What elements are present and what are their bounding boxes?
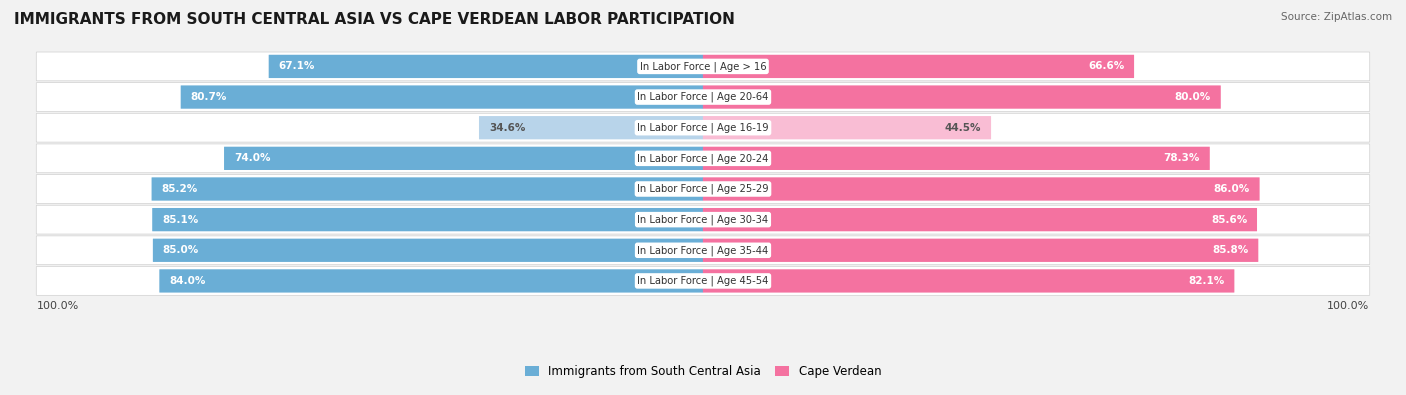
FancyBboxPatch shape	[703, 85, 1220, 109]
Text: IMMIGRANTS FROM SOUTH CENTRAL ASIA VS CAPE VERDEAN LABOR PARTICIPATION: IMMIGRANTS FROM SOUTH CENTRAL ASIA VS CA…	[14, 12, 735, 27]
FancyBboxPatch shape	[37, 267, 1369, 295]
Text: 85.8%: 85.8%	[1212, 245, 1249, 255]
Text: In Labor Force | Age 20-24: In Labor Force | Age 20-24	[637, 153, 769, 164]
FancyBboxPatch shape	[224, 147, 703, 170]
FancyBboxPatch shape	[152, 177, 703, 201]
FancyBboxPatch shape	[703, 177, 1260, 201]
FancyBboxPatch shape	[37, 144, 1369, 173]
Text: 78.3%: 78.3%	[1164, 153, 1199, 164]
FancyBboxPatch shape	[703, 147, 1209, 170]
Text: In Labor Force | Age 45-54: In Labor Force | Age 45-54	[637, 276, 769, 286]
Text: In Labor Force | Age 16-19: In Labor Force | Age 16-19	[637, 122, 769, 133]
Text: 85.6%: 85.6%	[1211, 214, 1247, 225]
FancyBboxPatch shape	[703, 239, 1258, 262]
FancyBboxPatch shape	[703, 269, 1234, 293]
Text: 82.1%: 82.1%	[1188, 276, 1225, 286]
Text: 67.1%: 67.1%	[278, 61, 315, 71]
Text: Source: ZipAtlas.com: Source: ZipAtlas.com	[1281, 12, 1392, 22]
FancyBboxPatch shape	[37, 205, 1369, 234]
FancyBboxPatch shape	[37, 236, 1369, 265]
Text: In Labor Force | Age 30-34: In Labor Force | Age 30-34	[637, 214, 769, 225]
Text: 44.5%: 44.5%	[945, 123, 981, 133]
Text: 84.0%: 84.0%	[169, 276, 205, 286]
FancyBboxPatch shape	[37, 113, 1369, 142]
FancyBboxPatch shape	[181, 85, 703, 109]
FancyBboxPatch shape	[703, 208, 1257, 231]
Text: 66.6%: 66.6%	[1088, 61, 1125, 71]
Text: 85.2%: 85.2%	[162, 184, 198, 194]
FancyBboxPatch shape	[37, 52, 1369, 81]
Legend: Immigrants from South Central Asia, Cape Verdean: Immigrants from South Central Asia, Cape…	[520, 361, 886, 383]
FancyBboxPatch shape	[37, 83, 1369, 111]
FancyBboxPatch shape	[703, 116, 991, 139]
Text: In Labor Force | Age 20-64: In Labor Force | Age 20-64	[637, 92, 769, 102]
FancyBboxPatch shape	[153, 239, 703, 262]
FancyBboxPatch shape	[703, 55, 1135, 78]
FancyBboxPatch shape	[37, 175, 1369, 203]
Text: In Labor Force | Age 25-29: In Labor Force | Age 25-29	[637, 184, 769, 194]
Text: 74.0%: 74.0%	[233, 153, 270, 164]
FancyBboxPatch shape	[269, 55, 703, 78]
Text: 80.0%: 80.0%	[1174, 92, 1211, 102]
Text: 100.0%: 100.0%	[1327, 301, 1369, 311]
Text: 85.1%: 85.1%	[162, 214, 198, 225]
Text: 85.0%: 85.0%	[163, 245, 198, 255]
Text: 100.0%: 100.0%	[37, 301, 79, 311]
FancyBboxPatch shape	[479, 116, 703, 139]
Text: In Labor Force | Age > 16: In Labor Force | Age > 16	[640, 61, 766, 71]
Text: In Labor Force | Age 35-44: In Labor Force | Age 35-44	[637, 245, 769, 256]
Text: 80.7%: 80.7%	[191, 92, 226, 102]
FancyBboxPatch shape	[152, 208, 703, 231]
FancyBboxPatch shape	[159, 269, 703, 293]
Text: 86.0%: 86.0%	[1213, 184, 1250, 194]
Text: 34.6%: 34.6%	[489, 123, 526, 133]
